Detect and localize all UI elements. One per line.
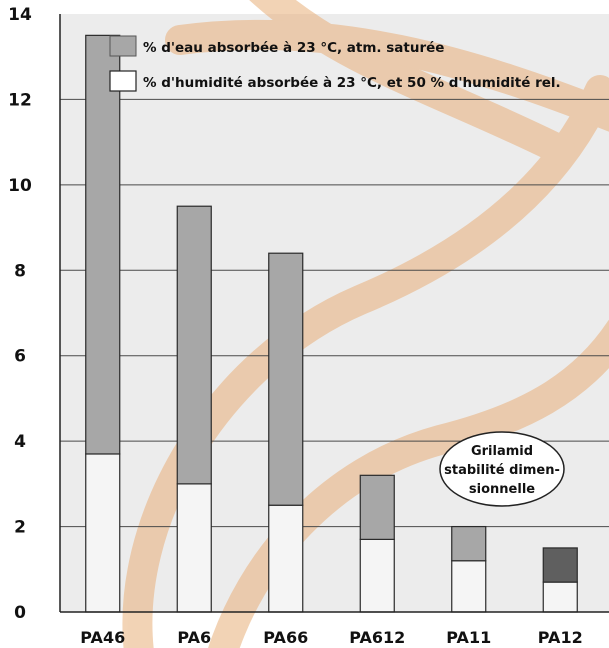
y-tick-label: 2 <box>14 518 26 538</box>
x-tick-label: PA612 <box>349 628 405 647</box>
bar-segment <box>542 581 578 613</box>
x-tick-label: PA46 <box>80 628 125 647</box>
y-tick-label: 10 <box>8 176 32 196</box>
callout-line-2: stabilité dimen- <box>444 463 560 478</box>
bar-segment <box>268 504 304 613</box>
bar-segment <box>359 474 395 540</box>
y-tick-label: 6 <box>14 347 26 367</box>
x-tick-label: PA11 <box>446 628 491 647</box>
bar-segment <box>85 453 121 613</box>
legend-swatch-humidity <box>109 70 137 92</box>
callout-line-1: Grilamid <box>471 444 533 459</box>
bar-segment <box>359 538 395 613</box>
bars <box>85 34 578 613</box>
y-tick-label: 12 <box>8 90 32 110</box>
bar-segment <box>451 560 487 613</box>
x-axis-labels: PA46 PA6 PA66 PA612 PA11 PA12 <box>80 628 582 647</box>
bar-segment <box>542 547 578 583</box>
x-tick-label: PA6 <box>177 628 211 647</box>
bar-segment <box>176 483 212 613</box>
callout-line-3: sionnelle <box>469 482 535 497</box>
y-tick-label: 4 <box>14 432 26 452</box>
grilamid-callout: Grilamid stabilité dimen- sionnelle <box>439 431 565 507</box>
callout-ellipse <box>439 431 565 507</box>
legend-label-saturated: % d'eau absorbée à 23 °C, atm. saturée <box>143 40 444 56</box>
bar-segment <box>85 34 121 455</box>
y-axis-ticks: 0 2 4 6 8 10 12 14 <box>8 5 32 623</box>
bar-segment <box>451 525 487 562</box>
y-tick-label: 14 <box>8 5 32 25</box>
y-tick-label: 8 <box>14 261 26 281</box>
legend: % d'eau absorbée à 23 °C, atm. saturée %… <box>109 35 561 92</box>
legend-label-humidity: % d'humidité absorbée à 23 °C, et 50 % d… <box>143 75 561 91</box>
legend-swatch-saturated <box>109 35 137 57</box>
x-tick-label: PA12 <box>538 628 583 647</box>
y-tick-label: 0 <box>14 603 26 623</box>
bar-segment <box>176 205 212 485</box>
x-tick-label: PA66 <box>263 628 308 647</box>
decorative-coil-watermark <box>122 0 609 648</box>
bar-segment <box>268 252 304 506</box>
